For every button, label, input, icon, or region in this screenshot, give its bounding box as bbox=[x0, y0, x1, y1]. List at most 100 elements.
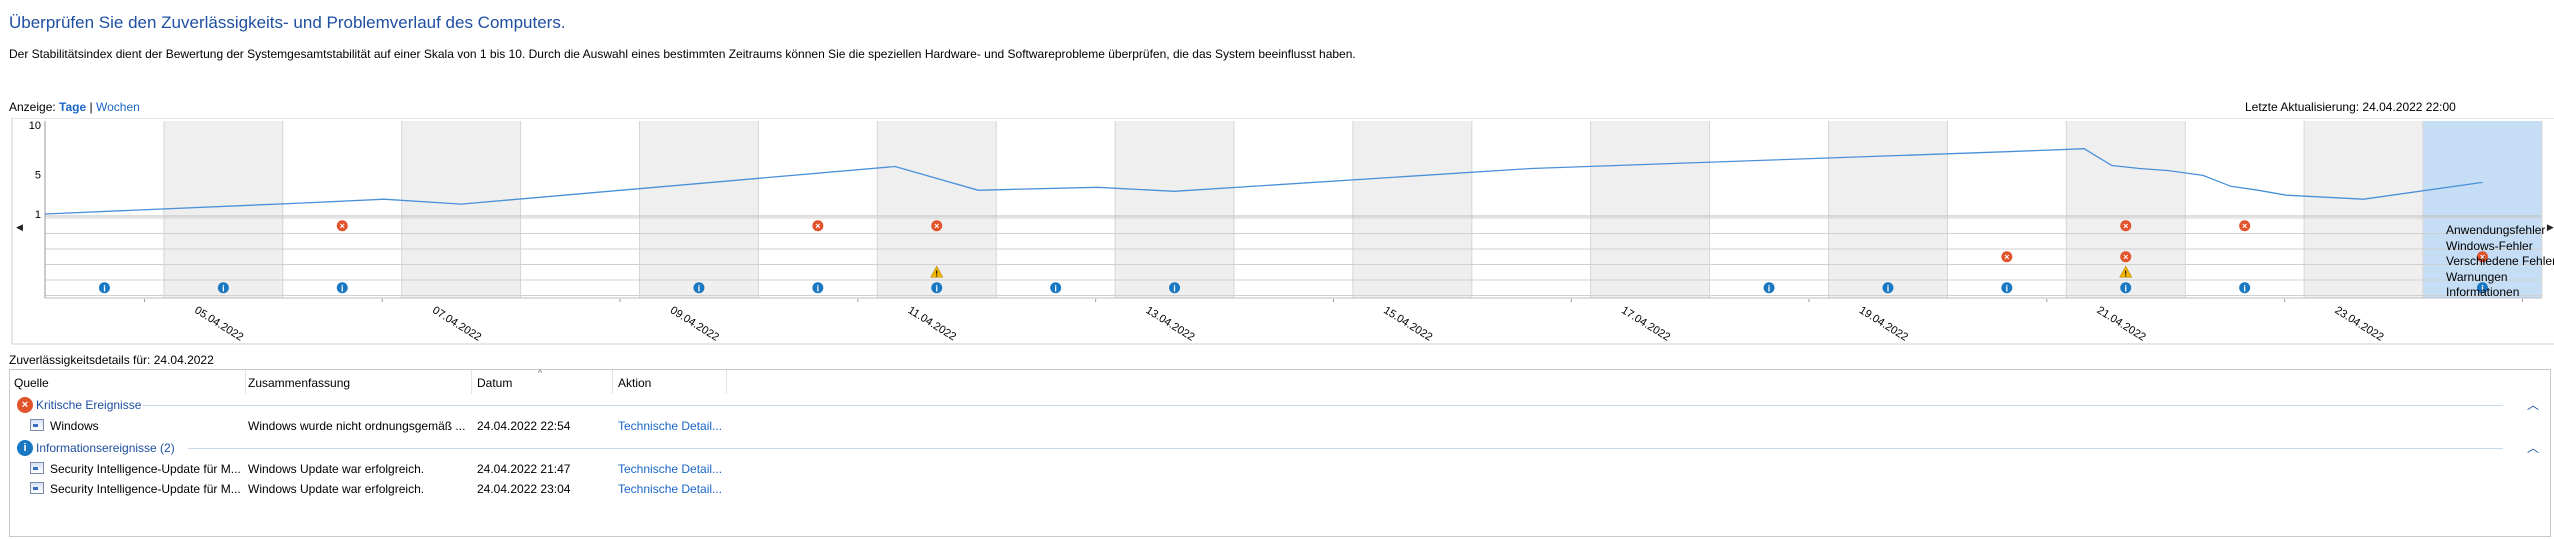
error-icon-glyph: × bbox=[815, 221, 820, 231]
info-icon-glyph: i bbox=[698, 283, 701, 293]
collapse-chevron-icon[interactable]: ︿ bbox=[2526, 398, 2539, 412]
info-icon bbox=[693, 282, 705, 294]
info-icon-glyph: i bbox=[1887, 283, 1890, 293]
info-icon bbox=[2476, 282, 2488, 294]
selected-day-column bbox=[2423, 121, 2542, 298]
day-column bbox=[1947, 121, 2067, 298]
error-icon bbox=[2001, 251, 2013, 263]
error-icon-glyph: × bbox=[2123, 221, 2128, 231]
error-icon bbox=[931, 220, 943, 232]
page-description: Der Stabilitätsindex dient der Bewertung… bbox=[9, 47, 1356, 61]
info-icon bbox=[1050, 282, 1062, 294]
day-column bbox=[401, 121, 521, 298]
scroll-right-icon[interactable]: ▶ bbox=[2547, 222, 2554, 232]
y-tick-label: 10 bbox=[29, 120, 41, 132]
info-icon-glyph: i bbox=[1768, 283, 1771, 293]
info-icon bbox=[2001, 282, 2013, 294]
warning-icon-glyph: ! bbox=[935, 269, 938, 278]
info-icon-glyph: i bbox=[103, 283, 106, 293]
error-icon bbox=[2120, 251, 2132, 263]
day-column bbox=[163, 121, 283, 298]
table-row[interactable]: Security Intelligence-Update für M... Wi… bbox=[10, 479, 2540, 499]
group-divider bbox=[188, 448, 2503, 449]
error-icon-glyph: × bbox=[340, 221, 345, 231]
row-summary: Windows Update war erfolgreich. bbox=[248, 462, 425, 476]
column-header-action[interactable]: Aktion bbox=[618, 376, 652, 390]
page-title: Überprüfen Sie den Zuverlässigkeits- und… bbox=[9, 13, 566, 32]
event-source-icon bbox=[30, 462, 44, 474]
info-icon-glyph: i bbox=[935, 283, 938, 293]
column-separator[interactable] bbox=[245, 370, 246, 394]
row-label-warnings: Warnungen bbox=[2446, 269, 2508, 284]
column-separator[interactable] bbox=[726, 370, 727, 394]
details-table: Quelle Zusammenfassung Datum ^ Aktion × … bbox=[9, 368, 2551, 537]
technical-details-link[interactable]: Technische Detail... bbox=[618, 419, 723, 433]
error-icon-glyph: × bbox=[2242, 221, 2247, 231]
details-label: Zuverlässigkeitsdetails für: 24.04.2022 bbox=[9, 353, 214, 367]
info-icon bbox=[1763, 282, 1775, 294]
day-column bbox=[996, 121, 1116, 298]
day-column bbox=[282, 121, 402, 298]
table-row[interactable]: Security Intelligence-Update für M... Wi… bbox=[10, 459, 2540, 479]
scroll-left-icon[interactable]: ◀ bbox=[16, 222, 23, 232]
technical-details-link[interactable]: Technische Detail... bbox=[618, 482, 723, 496]
info-icon-glyph: i bbox=[2243, 283, 2246, 293]
column-header-date[interactable]: Datum bbox=[477, 376, 513, 390]
sort-arrow-icon: ^ bbox=[538, 368, 543, 378]
info-icon-glyph: i bbox=[222, 283, 225, 293]
group-critical-events[interactable]: × Kritische Ereignisse ︿ bbox=[13, 395, 2543, 415]
column-header-source[interactable]: Quelle bbox=[14, 376, 49, 390]
day-column bbox=[2304, 121, 2423, 298]
error-icon bbox=[2476, 251, 2488, 263]
warning-icon bbox=[2119, 265, 2133, 278]
technical-details-link[interactable]: Technische Detail... bbox=[618, 462, 723, 476]
error-icon bbox=[336, 220, 348, 232]
day-column bbox=[520, 121, 640, 298]
info-icon bbox=[2120, 282, 2132, 294]
day-column bbox=[2185, 121, 2305, 298]
row-label-windows-errors: Windows-Fehler bbox=[2446, 238, 2533, 253]
table-row[interactable]: Windows Windows wurde nicht ordnungsgemä… bbox=[10, 416, 2540, 436]
group-title: Informationsereignisse (2) bbox=[36, 441, 175, 455]
row-date: 24.04.2022 23:04 bbox=[477, 482, 571, 496]
view-days-link[interactable]: Tage bbox=[59, 100, 87, 114]
info-icon-glyph: i bbox=[1173, 283, 1176, 293]
info-icon bbox=[1882, 282, 1894, 294]
row-date: 24.04.2022 21:47 bbox=[477, 462, 571, 476]
column-separator[interactable] bbox=[612, 370, 613, 394]
info-icon bbox=[2239, 282, 2251, 294]
info-icon bbox=[98, 282, 110, 294]
info-icon bbox=[1169, 282, 1181, 294]
group-title: Kritische Ereignisse bbox=[36, 398, 142, 412]
event-row-labels: Anwendungsfehler Windows-Fehler Verschie… bbox=[2446, 223, 2554, 301]
row-summary: Windows Update war erfolgreich. bbox=[248, 482, 425, 496]
error-icon bbox=[2239, 220, 2251, 232]
error-icon: × bbox=[17, 397, 33, 413]
info-icon-glyph: i bbox=[1054, 283, 1057, 293]
group-divider bbox=[143, 405, 2503, 406]
collapse-chevron-icon[interactable]: ︿ bbox=[2526, 441, 2539, 455]
info-icon-glyph: i bbox=[2124, 283, 2127, 293]
row-label-app-errors: Anwendungsfehler bbox=[2446, 223, 2546, 237]
view-label: Anzeige: bbox=[9, 100, 56, 114]
y-tick-label: 1 bbox=[35, 209, 41, 221]
info-icon bbox=[931, 282, 943, 294]
day-column bbox=[1234, 121, 1353, 298]
info-icon: i bbox=[17, 440, 33, 456]
column-separator[interactable] bbox=[471, 370, 472, 394]
y-tick-label: 5 bbox=[35, 169, 41, 181]
column-header-summary[interactable]: Zusammenfassung bbox=[248, 376, 351, 390]
info-icon-glyph: i bbox=[2006, 283, 2009, 293]
view-weeks-link[interactable]: Wochen bbox=[95, 100, 140, 114]
group-information-events[interactable]: i Informationsereignisse (2) ︿ bbox=[13, 438, 2543, 458]
row-source: Security Intelligence-Update für M... bbox=[50, 482, 240, 496]
error-icon bbox=[2120, 220, 2132, 232]
error-icon-glyph: × bbox=[2123, 252, 2128, 262]
warning-icon-glyph: ! bbox=[2124, 269, 2127, 278]
error-icon-glyph: × bbox=[2004, 252, 2009, 262]
row-label-misc-errors: Verschiedene Fehler bbox=[2446, 254, 2554, 268]
event-source-icon bbox=[30, 419, 44, 431]
error-icon bbox=[812, 220, 824, 232]
info-icon-glyph: i bbox=[341, 283, 344, 293]
